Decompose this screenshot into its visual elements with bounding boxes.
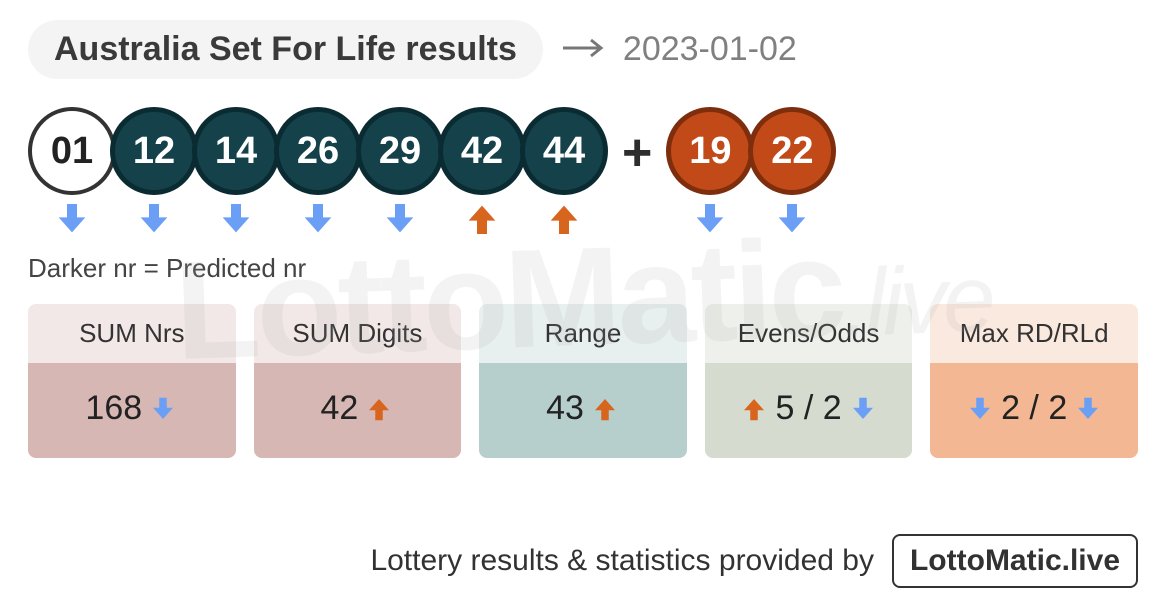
stat-value: 168	[28, 363, 236, 458]
main-ball: 01	[28, 107, 116, 239]
stat-label: SUM Digits	[254, 304, 462, 363]
arrow-up-icon	[739, 394, 769, 424]
stat-value: 5 / 2	[705, 363, 913, 458]
stat-card: Max RD/RLd 2 / 2	[930, 304, 1138, 458]
ball-number: 22	[748, 107, 836, 195]
arrow-down-icon	[148, 394, 178, 424]
arrow-up-icon	[364, 394, 394, 424]
ball-number: 42	[438, 107, 526, 195]
footer: Lottery results & statistics provided by…	[370, 534, 1138, 588]
stat-card: Evens/Odds 5 / 2	[705, 304, 913, 458]
arrow-down-icon	[1073, 394, 1103, 424]
stat-label: SUM Nrs	[28, 304, 236, 363]
arrow-down-icon	[965, 394, 995, 424]
arrow-down-icon	[52, 199, 92, 239]
footer-text: Lottery results & statistics provided by	[370, 544, 874, 578]
arrow-down-icon	[690, 199, 730, 239]
stat-card: SUM Nrs 168	[28, 304, 236, 458]
main-ball: 26	[274, 107, 362, 239]
main-ball: 12	[110, 107, 198, 239]
stat-value: 43	[479, 363, 687, 458]
arrow-down-icon	[216, 199, 256, 239]
arrow-right-icon	[561, 33, 605, 67]
header-row: Australia Set For Life results 2023-01-0…	[28, 20, 1138, 79]
stat-text: 2 / 2	[1001, 389, 1067, 428]
plus-separator: +	[622, 123, 652, 183]
main-ball: 44	[520, 107, 608, 239]
ball-number: 14	[192, 107, 280, 195]
stat-value: 42	[254, 363, 462, 458]
balls-row: 01121426294244+1922	[28, 107, 1138, 239]
ball-number: 12	[110, 107, 198, 195]
arrow-down-icon	[848, 394, 878, 424]
stat-text: 43	[546, 389, 584, 428]
arrow-up-icon	[590, 394, 620, 424]
stat-text: 42	[320, 389, 358, 428]
stat-label: Max RD/RLd	[930, 304, 1138, 363]
ball-number: 29	[356, 107, 444, 195]
arrow-down-icon	[772, 199, 812, 239]
stat-card: SUM Digits 42	[254, 304, 462, 458]
arrow-down-icon	[298, 199, 338, 239]
stat-label: Evens/Odds	[705, 304, 913, 363]
main-ball: 29	[356, 107, 444, 239]
supp-ball: 22	[748, 107, 836, 239]
ball-number: 01	[28, 107, 116, 195]
arrow-down-icon	[134, 199, 174, 239]
arrow-down-icon	[380, 199, 420, 239]
stat-label: Range	[479, 304, 687, 363]
ball-number: 19	[666, 107, 754, 195]
footer-brand: LottoMatic.live	[892, 534, 1138, 588]
ball-number: 26	[274, 107, 362, 195]
stat-text: 168	[85, 389, 142, 428]
arrow-up-icon	[462, 199, 502, 239]
stat-value: 2 / 2	[930, 363, 1138, 458]
result-date: 2023-01-02	[623, 30, 797, 69]
stat-card: Range 43	[479, 304, 687, 458]
arrow-up-icon	[544, 199, 584, 239]
page-title: Australia Set For Life results	[28, 20, 543, 79]
main-ball: 42	[438, 107, 526, 239]
main-ball: 14	[192, 107, 280, 239]
legend-text: Darker nr = Predicted nr	[28, 253, 1138, 284]
supp-ball: 19	[666, 107, 754, 239]
stat-text: 5 / 2	[775, 389, 841, 428]
stats-row: SUM Nrs 168 SUM Digits 42 Range 43 Evens/Odds 5…	[28, 304, 1138, 458]
ball-number: 44	[520, 107, 608, 195]
